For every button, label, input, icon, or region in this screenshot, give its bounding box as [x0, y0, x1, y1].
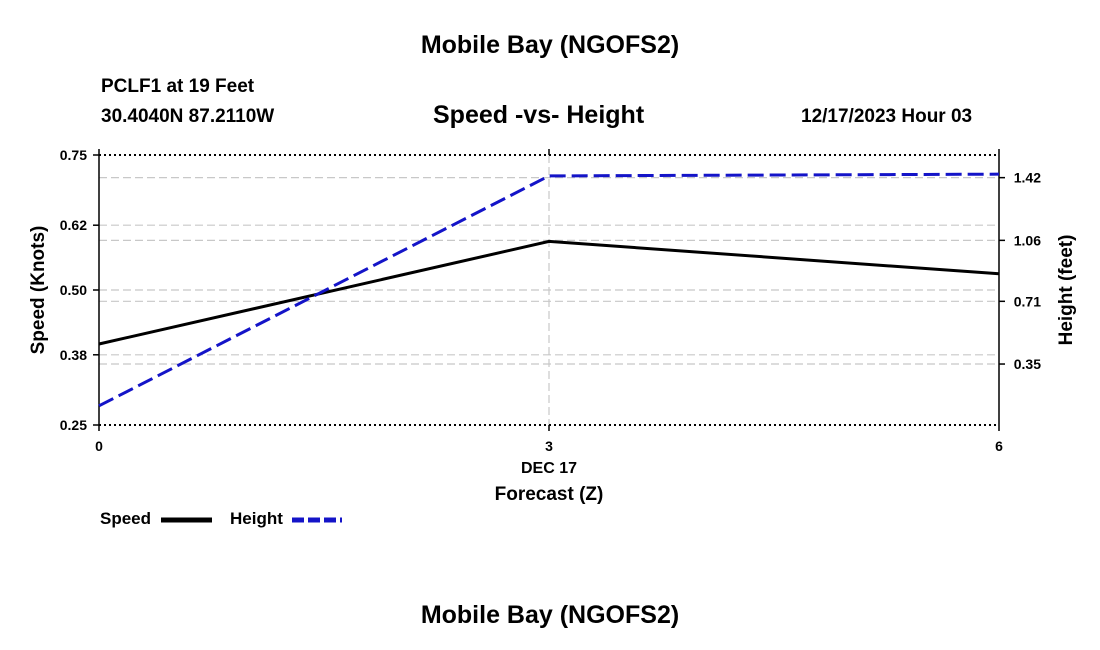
chart-title-bottom: Mobile Bay (NGOFS2): [420, 601, 680, 629]
x-date-label: DEC 17: [521, 460, 577, 477]
right-tick-label-0: 0.35: [1014, 356, 1041, 372]
x-tick-label-0: 0: [95, 438, 103, 454]
x-tick-label-1: 3: [545, 438, 553, 454]
station-label: PCLF1 at 19 Feet: [101, 76, 255, 97]
x-tick-label-2: 6: [995, 438, 1003, 454]
series-line-height: [98, 172, 1000, 408]
series-line-speed: [98, 239, 1000, 346]
chart-subtitle: Speed -vs- Height: [433, 101, 645, 129]
legend-speed-label: Speed: [100, 509, 152, 528]
x-axis-title: Forecast (Z): [495, 484, 604, 505]
right-tick-label-3: 1.42: [1014, 170, 1041, 186]
right-tick-label-2: 1.06: [1014, 232, 1041, 248]
coordinates-label: 30.4040N 87.2110W: [101, 106, 275, 127]
left-tick-label-0: 0.25: [60, 417, 87, 433]
left-tick-label-4: 0.75: [60, 147, 87, 163]
left-tick-label-1: 0.38: [60, 347, 87, 363]
chart-title-top: Mobile Bay (NGOFS2): [420, 31, 680, 59]
datetime-label: 12/17/2023 Hour 03: [801, 106, 973, 127]
legend-height-label: Height: [230, 509, 283, 528]
right-axis-title: Height (feet): [1056, 235, 1077, 346]
left-tick-label-2: 0.50: [60, 282, 87, 298]
left-tick-label-3: 0.62: [60, 217, 87, 233]
left-axis-title: Speed (Knots): [28, 226, 49, 355]
right-tick-label-1: 0.71: [1014, 293, 1041, 309]
